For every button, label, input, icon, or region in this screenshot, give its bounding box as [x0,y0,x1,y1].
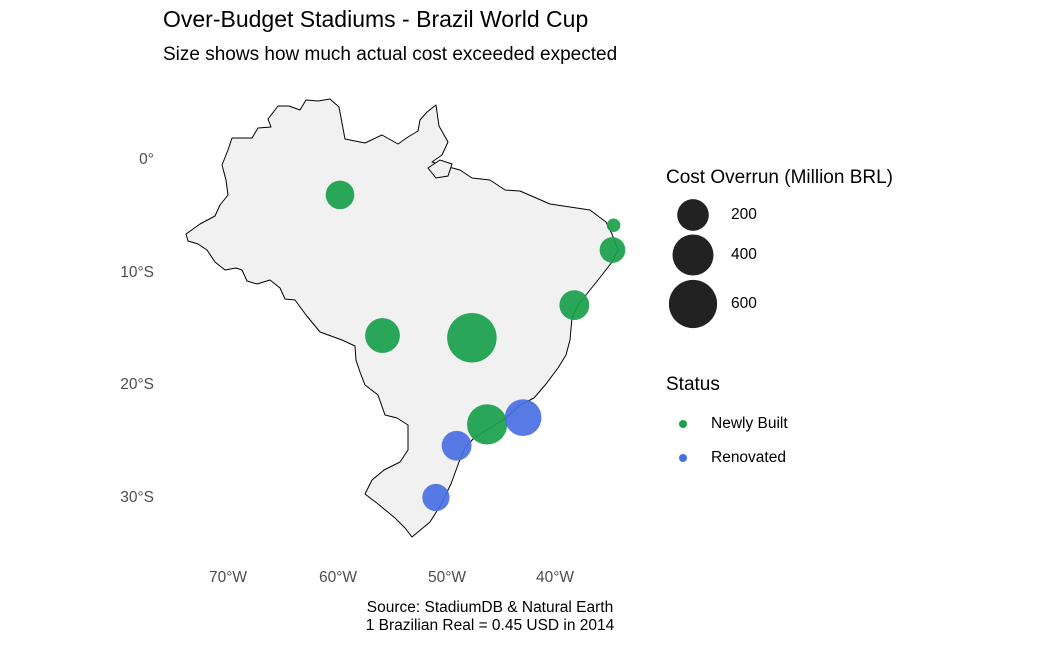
caption-line: 1 Brazilian Real = 0.45 USD in 2014 [365,617,615,634]
chart-subtitle: Size shows how much actual cost exceeded… [163,44,618,65]
status-legend-dot [679,420,687,428]
status-legend-title: Status [666,374,720,395]
x-tick-label: 40°W [535,569,575,586]
y-tick-label: 10°S [120,264,154,281]
size-legend [668,199,718,329]
status-legend [679,420,687,462]
size-legend-label: 600 [731,295,757,312]
brazil-outline [185,98,619,538]
stadium-point [365,318,400,353]
stadium-point [559,290,590,321]
y-tick-label: 0° [139,151,154,168]
chart-title: Over-Budget Stadiums - Brazil World Cup [163,6,589,32]
stadium-point [447,313,497,363]
status-legend-label: Newly Built [711,415,788,432]
caption: Source: StadiumDB & Natural Earth 1 Braz… [366,599,615,635]
size-legend-circle [677,199,709,231]
stadium-point [504,399,542,436]
caption-line: Source: StadiumDB & Natural Earth [366,599,614,616]
size-legend-label: 400 [731,246,757,263]
x-tick-label: 70°W [208,569,248,586]
status-legend-label: Renovated [711,449,786,466]
stadium-point [599,237,626,263]
status-legend-dot [679,454,687,462]
stadium-point [441,430,472,461]
data-points [325,180,626,512]
x-tick-label: 50°W [427,569,467,586]
size-legend-circle [668,279,718,329]
stadium-point [467,404,508,445]
brazil-island-marajo [427,159,453,179]
size-legend-title: Cost Overrun (Million BRL) [666,167,893,188]
size-legend-circle [672,234,714,276]
y-tick-label: 20°S [120,376,154,393]
stadium-point [422,483,450,512]
stadium-point [325,180,355,210]
stadium-point [606,218,621,233]
x-tick-label: 60°W [318,569,358,586]
size-legend-label: 200 [731,206,757,223]
y-tick-label: 30°S [120,489,154,506]
